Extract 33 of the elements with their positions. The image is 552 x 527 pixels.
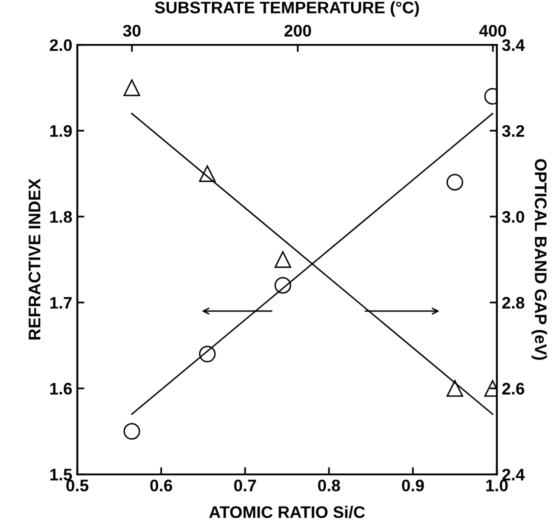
point [446,380,464,397]
y-axis-title: REFRACTIVE INDEX [28,178,40,340]
x-tick-label: 0.6 [150,480,172,492]
point [274,276,292,294]
x-axis-title: ATOMIC RATIO Si/C [209,506,365,518]
x-tick-label: 0.8 [318,480,340,492]
point [198,346,216,362]
y2-tick-label: 2.6 [502,382,524,395]
x2-tick-label: 400 [479,24,506,37]
y-tick-label: 1.7 [50,297,72,309]
point [446,174,464,191]
x-tick-label: 0.9 [402,480,424,492]
x2-tick-label: 30 [123,24,140,37]
y2-tick-label: 2.8 [502,296,524,309]
y2-tick-label: 3.4 [502,39,525,52]
y-tick-label: 2.0 [50,39,72,51]
x-tick-label: 0.7 [234,480,256,492]
y-tick-label: 1.8 [50,211,72,223]
point [123,423,140,440]
y-tick-label: 1.9 [50,125,72,137]
y2-tick-label: 3.2 [502,125,524,137]
x2-tick-label: 200 [284,24,311,37]
x-tick-label: 0.5 [66,480,88,492]
y-tick-label: 1.6 [50,382,72,395]
x2-axis-title: SUBSTRATE TEMPERATURE (°C) [154,1,419,17]
y-tick-label: 1.5 [50,468,72,481]
y2-tick-label: 3.0 [502,211,524,223]
point [123,79,140,96]
point [198,165,216,182]
point [274,251,292,268]
y2-axis-title: OPTICAL BAND GAP (eV) [532,159,548,360]
x-tick-label: 1.0 [486,480,508,492]
y2-tick-label: 2.4 [502,468,525,480]
